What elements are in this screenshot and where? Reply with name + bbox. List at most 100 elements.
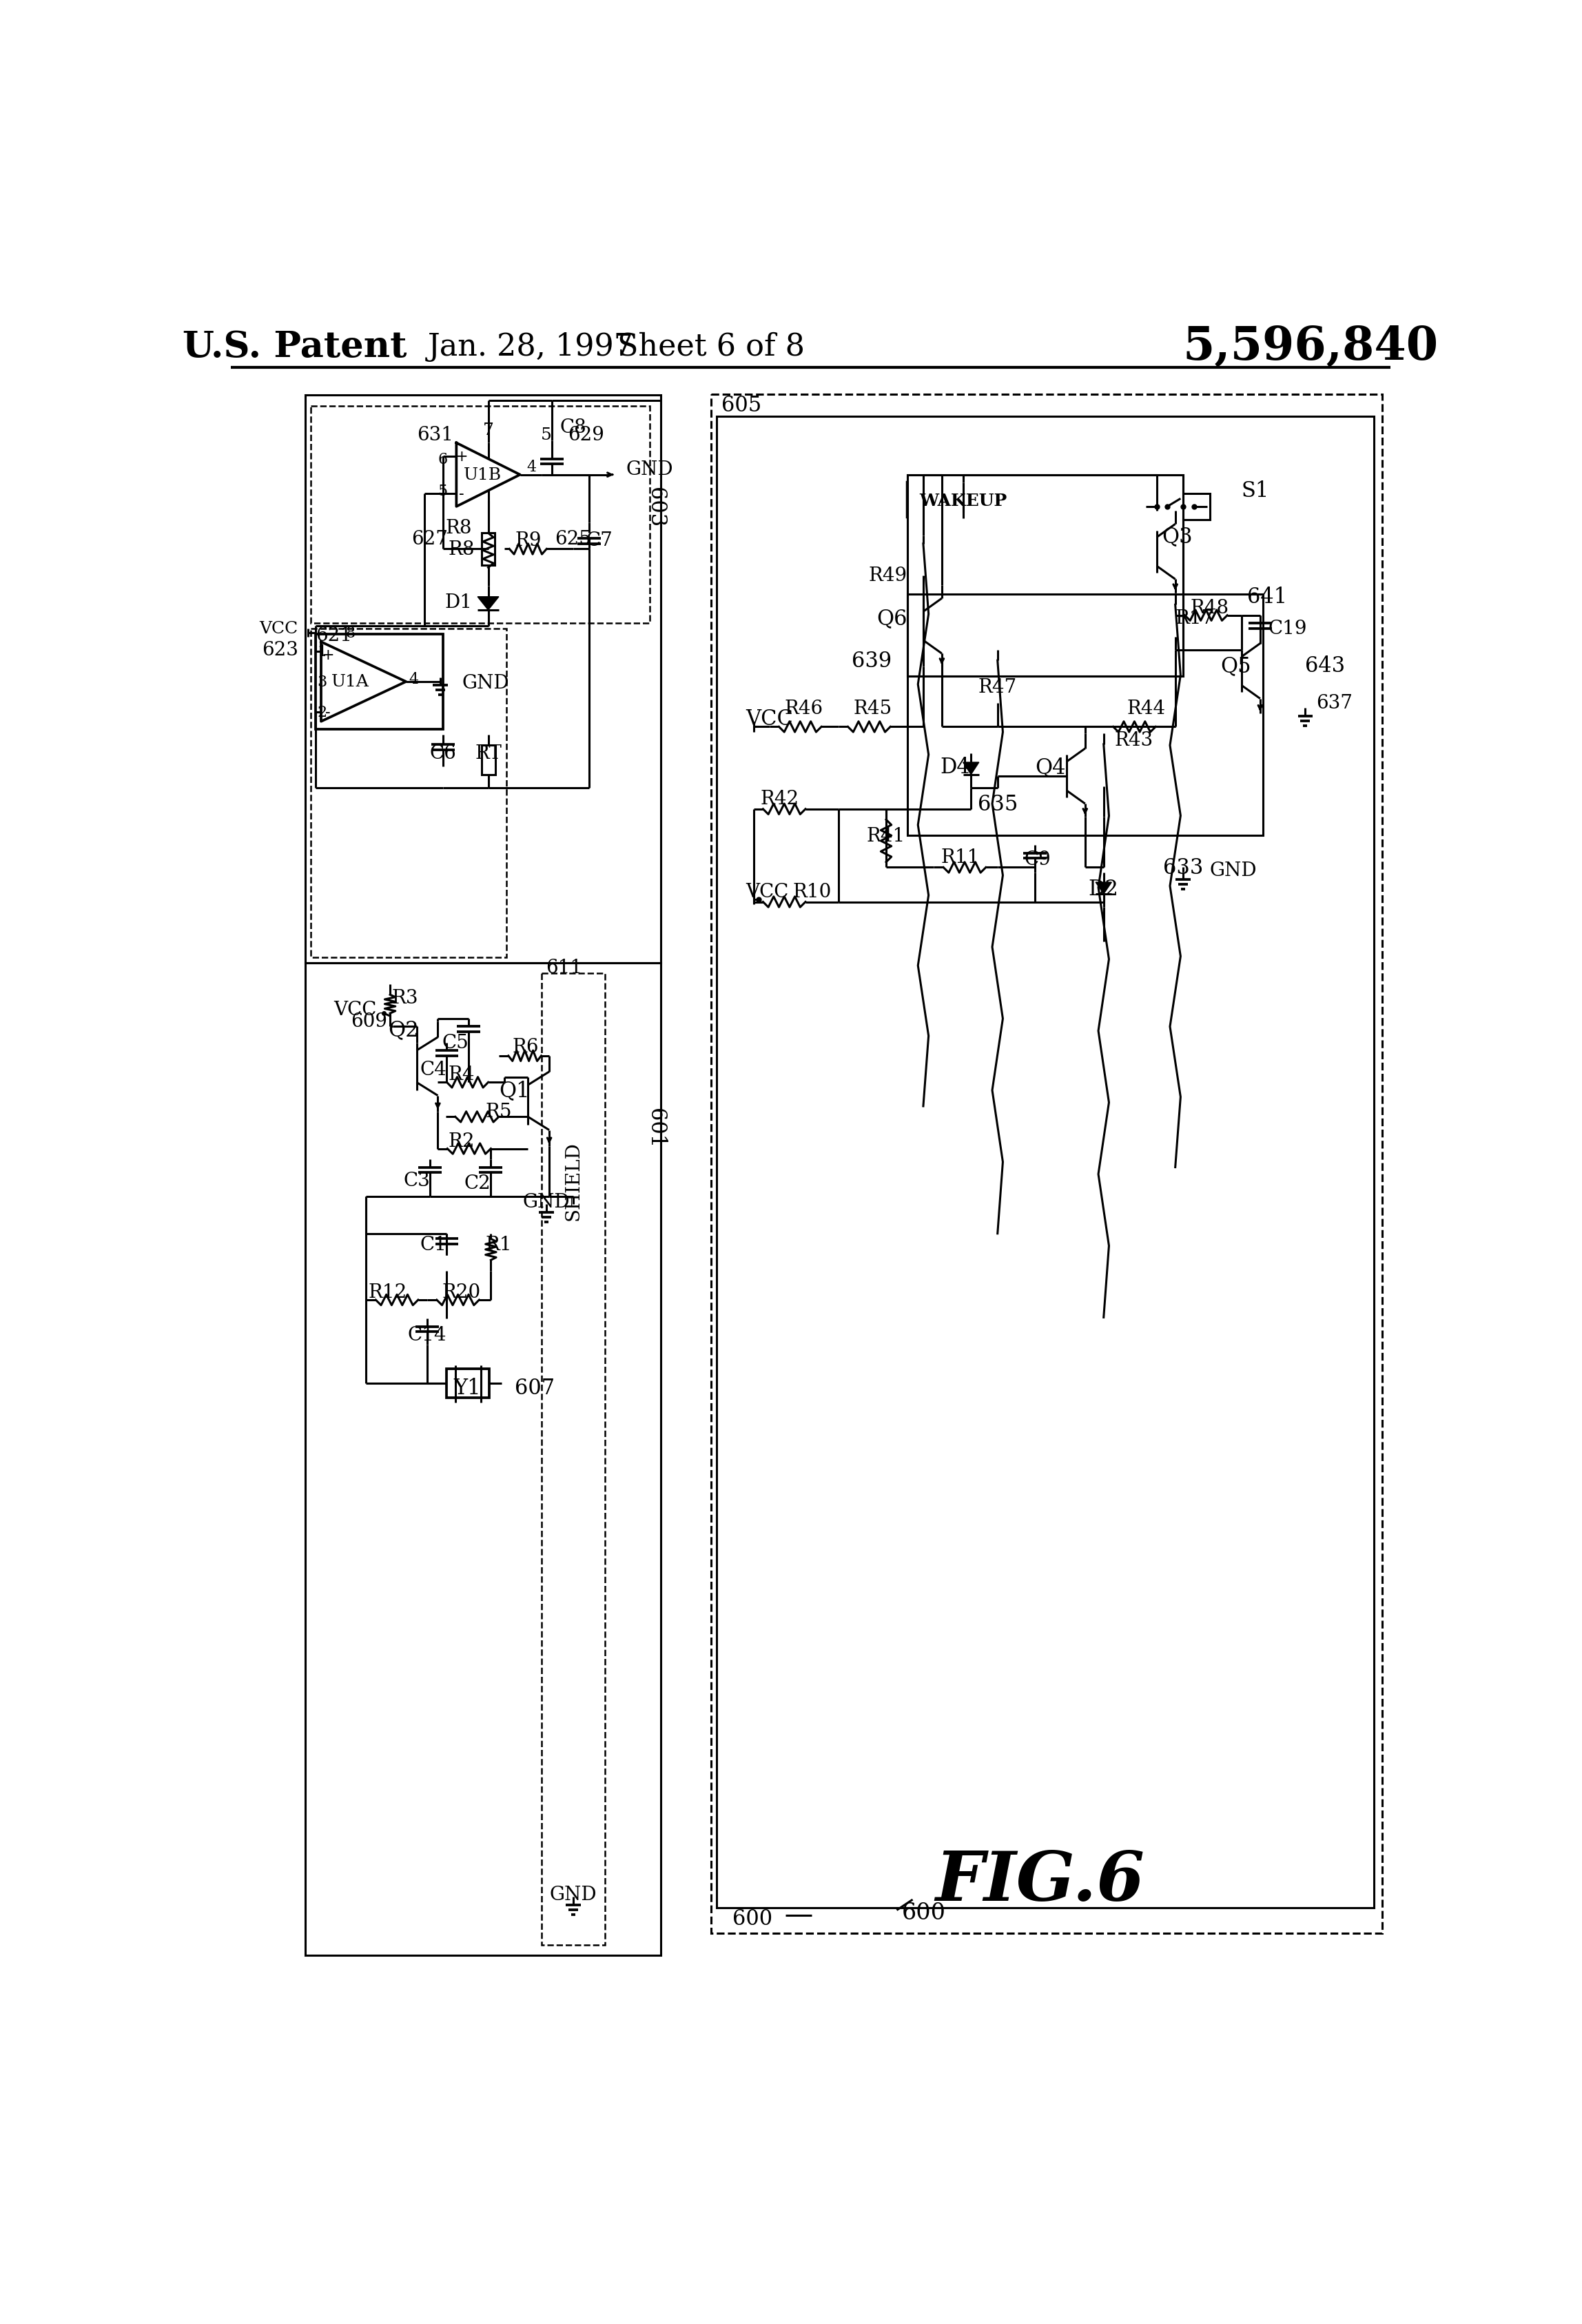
- Text: 627: 627: [411, 530, 448, 548]
- Text: C3: C3: [403, 1171, 430, 1190]
- Text: 621: 621: [316, 625, 353, 644]
- Text: GND: GND: [1210, 862, 1258, 881]
- Text: 6: 6: [438, 451, 448, 467]
- Text: R6: R6: [513, 1039, 538, 1057]
- Text: C14: C14: [408, 1325, 446, 1343]
- Text: D2: D2: [1088, 878, 1118, 899]
- Text: Q1: Q1: [500, 1081, 530, 1102]
- Polygon shape: [456, 444, 520, 507]
- Text: Jan. 28, 1997: Jan. 28, 1997: [427, 332, 634, 363]
- Text: 607: 607: [514, 1378, 555, 1399]
- Text: R1: R1: [486, 1234, 513, 1253]
- Text: R49: R49: [869, 567, 908, 586]
- Text: -: -: [459, 486, 464, 502]
- Text: 625: 625: [555, 530, 592, 548]
- Text: R17: R17: [1175, 609, 1213, 627]
- Text: R4: R4: [448, 1064, 475, 1083]
- Text: 5,596,840: 5,596,840: [1183, 325, 1438, 370]
- Text: 600: 600: [902, 1901, 946, 1924]
- Polygon shape: [321, 641, 407, 723]
- Text: 611: 611: [546, 957, 582, 976]
- Text: C2: C2: [464, 1174, 490, 1192]
- Bar: [305, 962, 661, 1954]
- Text: R45: R45: [854, 700, 892, 718]
- Text: 637: 637: [1316, 695, 1353, 713]
- Text: 641: 641: [1247, 586, 1286, 609]
- Bar: [446, 1369, 489, 1399]
- Text: R11: R11: [941, 848, 979, 867]
- Text: R42: R42: [761, 790, 799, 809]
- Text: Q5: Q5: [1220, 655, 1251, 676]
- Text: FIG.6: FIG.6: [935, 1848, 1145, 1915]
- Text: VCC: VCC: [745, 709, 793, 730]
- Text: R3: R3: [392, 988, 418, 1006]
- Text: GND: GND: [462, 674, 509, 693]
- Text: R48: R48: [1190, 600, 1229, 618]
- Text: D4: D4: [940, 755, 970, 779]
- Text: RT: RT: [475, 744, 501, 762]
- Text: Sheet 6 of 8: Sheet 6 of 8: [617, 332, 805, 363]
- Text: U.S. Patent: U.S. Patent: [182, 330, 407, 365]
- Bar: [710, 395, 1383, 1934]
- Text: R5: R5: [486, 1102, 513, 1120]
- Text: GND: GND: [549, 1885, 596, 1903]
- Text: 7: 7: [483, 423, 494, 437]
- Polygon shape: [478, 597, 498, 611]
- Text: 633: 633: [1163, 858, 1204, 878]
- Text: 635: 635: [978, 792, 1017, 816]
- Text: R44: R44: [1126, 700, 1166, 718]
- Text: R46: R46: [785, 700, 823, 718]
- Text: C5: C5: [441, 1034, 468, 1053]
- Bar: [310, 630, 506, 957]
- Text: R47: R47: [978, 679, 1017, 697]
- Text: C1: C1: [421, 1234, 446, 1253]
- Text: 601: 601: [644, 1109, 666, 1148]
- Text: D1: D1: [445, 593, 473, 611]
- Text: C8: C8: [560, 418, 587, 437]
- Text: SHIELD: SHIELD: [563, 1141, 582, 1220]
- Text: Q4: Q4: [1035, 755, 1066, 779]
- Text: 4: 4: [527, 460, 536, 474]
- Text: 623: 623: [263, 641, 299, 660]
- Bar: [908, 474, 1183, 676]
- Text: 643: 643: [1305, 655, 1345, 676]
- Text: +: +: [456, 449, 468, 465]
- Text: 1: 1: [318, 644, 327, 660]
- Text: U1B: U1B: [464, 467, 501, 483]
- Text: 629: 629: [568, 425, 604, 444]
- Text: R41: R41: [867, 827, 905, 846]
- Text: U1A: U1A: [331, 674, 369, 690]
- Text: 2: 2: [318, 704, 327, 720]
- Text: Q2: Q2: [388, 1018, 419, 1041]
- Bar: [310, 407, 650, 623]
- Text: 8: 8: [345, 625, 356, 641]
- Text: R10: R10: [793, 883, 831, 902]
- Text: R43: R43: [1114, 732, 1153, 751]
- Text: R8: R8: [448, 539, 475, 558]
- Text: R20: R20: [443, 1283, 481, 1301]
- Text: VCC: VCC: [745, 883, 788, 902]
- Text: VCC: VCC: [334, 1002, 377, 1020]
- Text: 4: 4: [408, 672, 418, 688]
- Text: VCC: VCC: [259, 621, 299, 637]
- Text: 5: 5: [438, 483, 448, 500]
- Text: Y1: Y1: [454, 1378, 481, 1399]
- Bar: [908, 474, 1183, 676]
- Text: +: +: [321, 648, 334, 662]
- Bar: [305, 395, 661, 962]
- Text: C6: C6: [430, 744, 457, 762]
- Bar: [483, 535, 495, 565]
- Polygon shape: [963, 762, 979, 774]
- Text: 603: 603: [644, 488, 666, 528]
- Text: GND: GND: [524, 1192, 570, 1211]
- Bar: [1145, 493, 1210, 521]
- Text: 605: 605: [721, 395, 763, 416]
- Text: R2: R2: [448, 1132, 475, 1150]
- Text: C7: C7: [587, 532, 614, 551]
- Text: -: -: [326, 704, 331, 720]
- Text: R12: R12: [369, 1283, 407, 1301]
- Text: 639: 639: [851, 651, 891, 672]
- Bar: [908, 595, 1262, 837]
- Text: 5: 5: [541, 428, 552, 444]
- Bar: [717, 416, 1375, 1908]
